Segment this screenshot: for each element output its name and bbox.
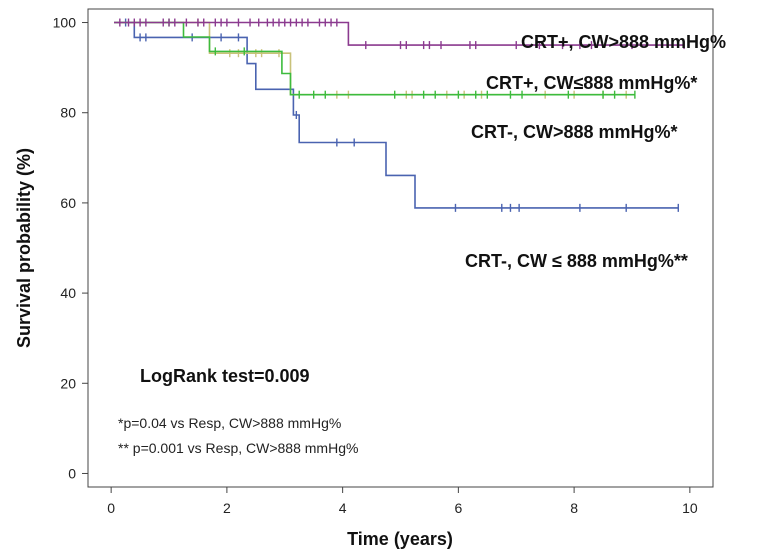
y-tick-label: 20 <box>60 375 76 391</box>
footnote-p004: *p=0.04 vs Resp, CW>888 mmHg% <box>118 415 341 431</box>
series-label-crt-minus-cw-low: CRT-, CW ≤ 888 mmHg%** <box>465 251 688 271</box>
series-label-crt-plus-cw-high: CRT+, CW>888 mmHg% <box>521 32 726 52</box>
x-tick-label: 10 <box>682 500 698 516</box>
y-tick-label: 60 <box>60 195 76 211</box>
y-tick-label: 80 <box>60 105 76 121</box>
series-line <box>114 21 635 96</box>
series-group <box>114 18 636 99</box>
logrank-test-text: LogRank test=0.009 <box>140 366 310 386</box>
x-tick-label: 8 <box>570 500 578 516</box>
x-axis: 0 2 4 6 8 10 <box>107 487 698 516</box>
y-tick-label: 0 <box>68 465 76 481</box>
series-label-crt-plus-cw-low: CRT+, CW≤888 mmHg%* <box>486 73 697 93</box>
plot-frame <box>87 8 714 488</box>
y-axis-title: Survival probability (%) <box>14 148 34 348</box>
y-axis: 0 20 40 60 80 100 <box>53 15 88 481</box>
series-group <box>114 18 685 50</box>
footnote-p0001: ** p=0.001 vs Resp, CW>888 mmHg% <box>118 440 358 456</box>
series-layer <box>114 18 685 212</box>
x-axis-title: Time (years) <box>347 529 453 549</box>
x-tick-label: 0 <box>107 500 115 516</box>
x-tick-label: 6 <box>454 500 462 516</box>
y-tick-label: 40 <box>60 285 76 301</box>
y-tick-label: 100 <box>53 15 77 31</box>
x-tick-label: 2 <box>223 500 231 516</box>
x-tick-label: 4 <box>339 500 347 516</box>
series-label-crt-minus-cw-high: CRT-, CW>888 mmHg%* <box>471 122 678 142</box>
